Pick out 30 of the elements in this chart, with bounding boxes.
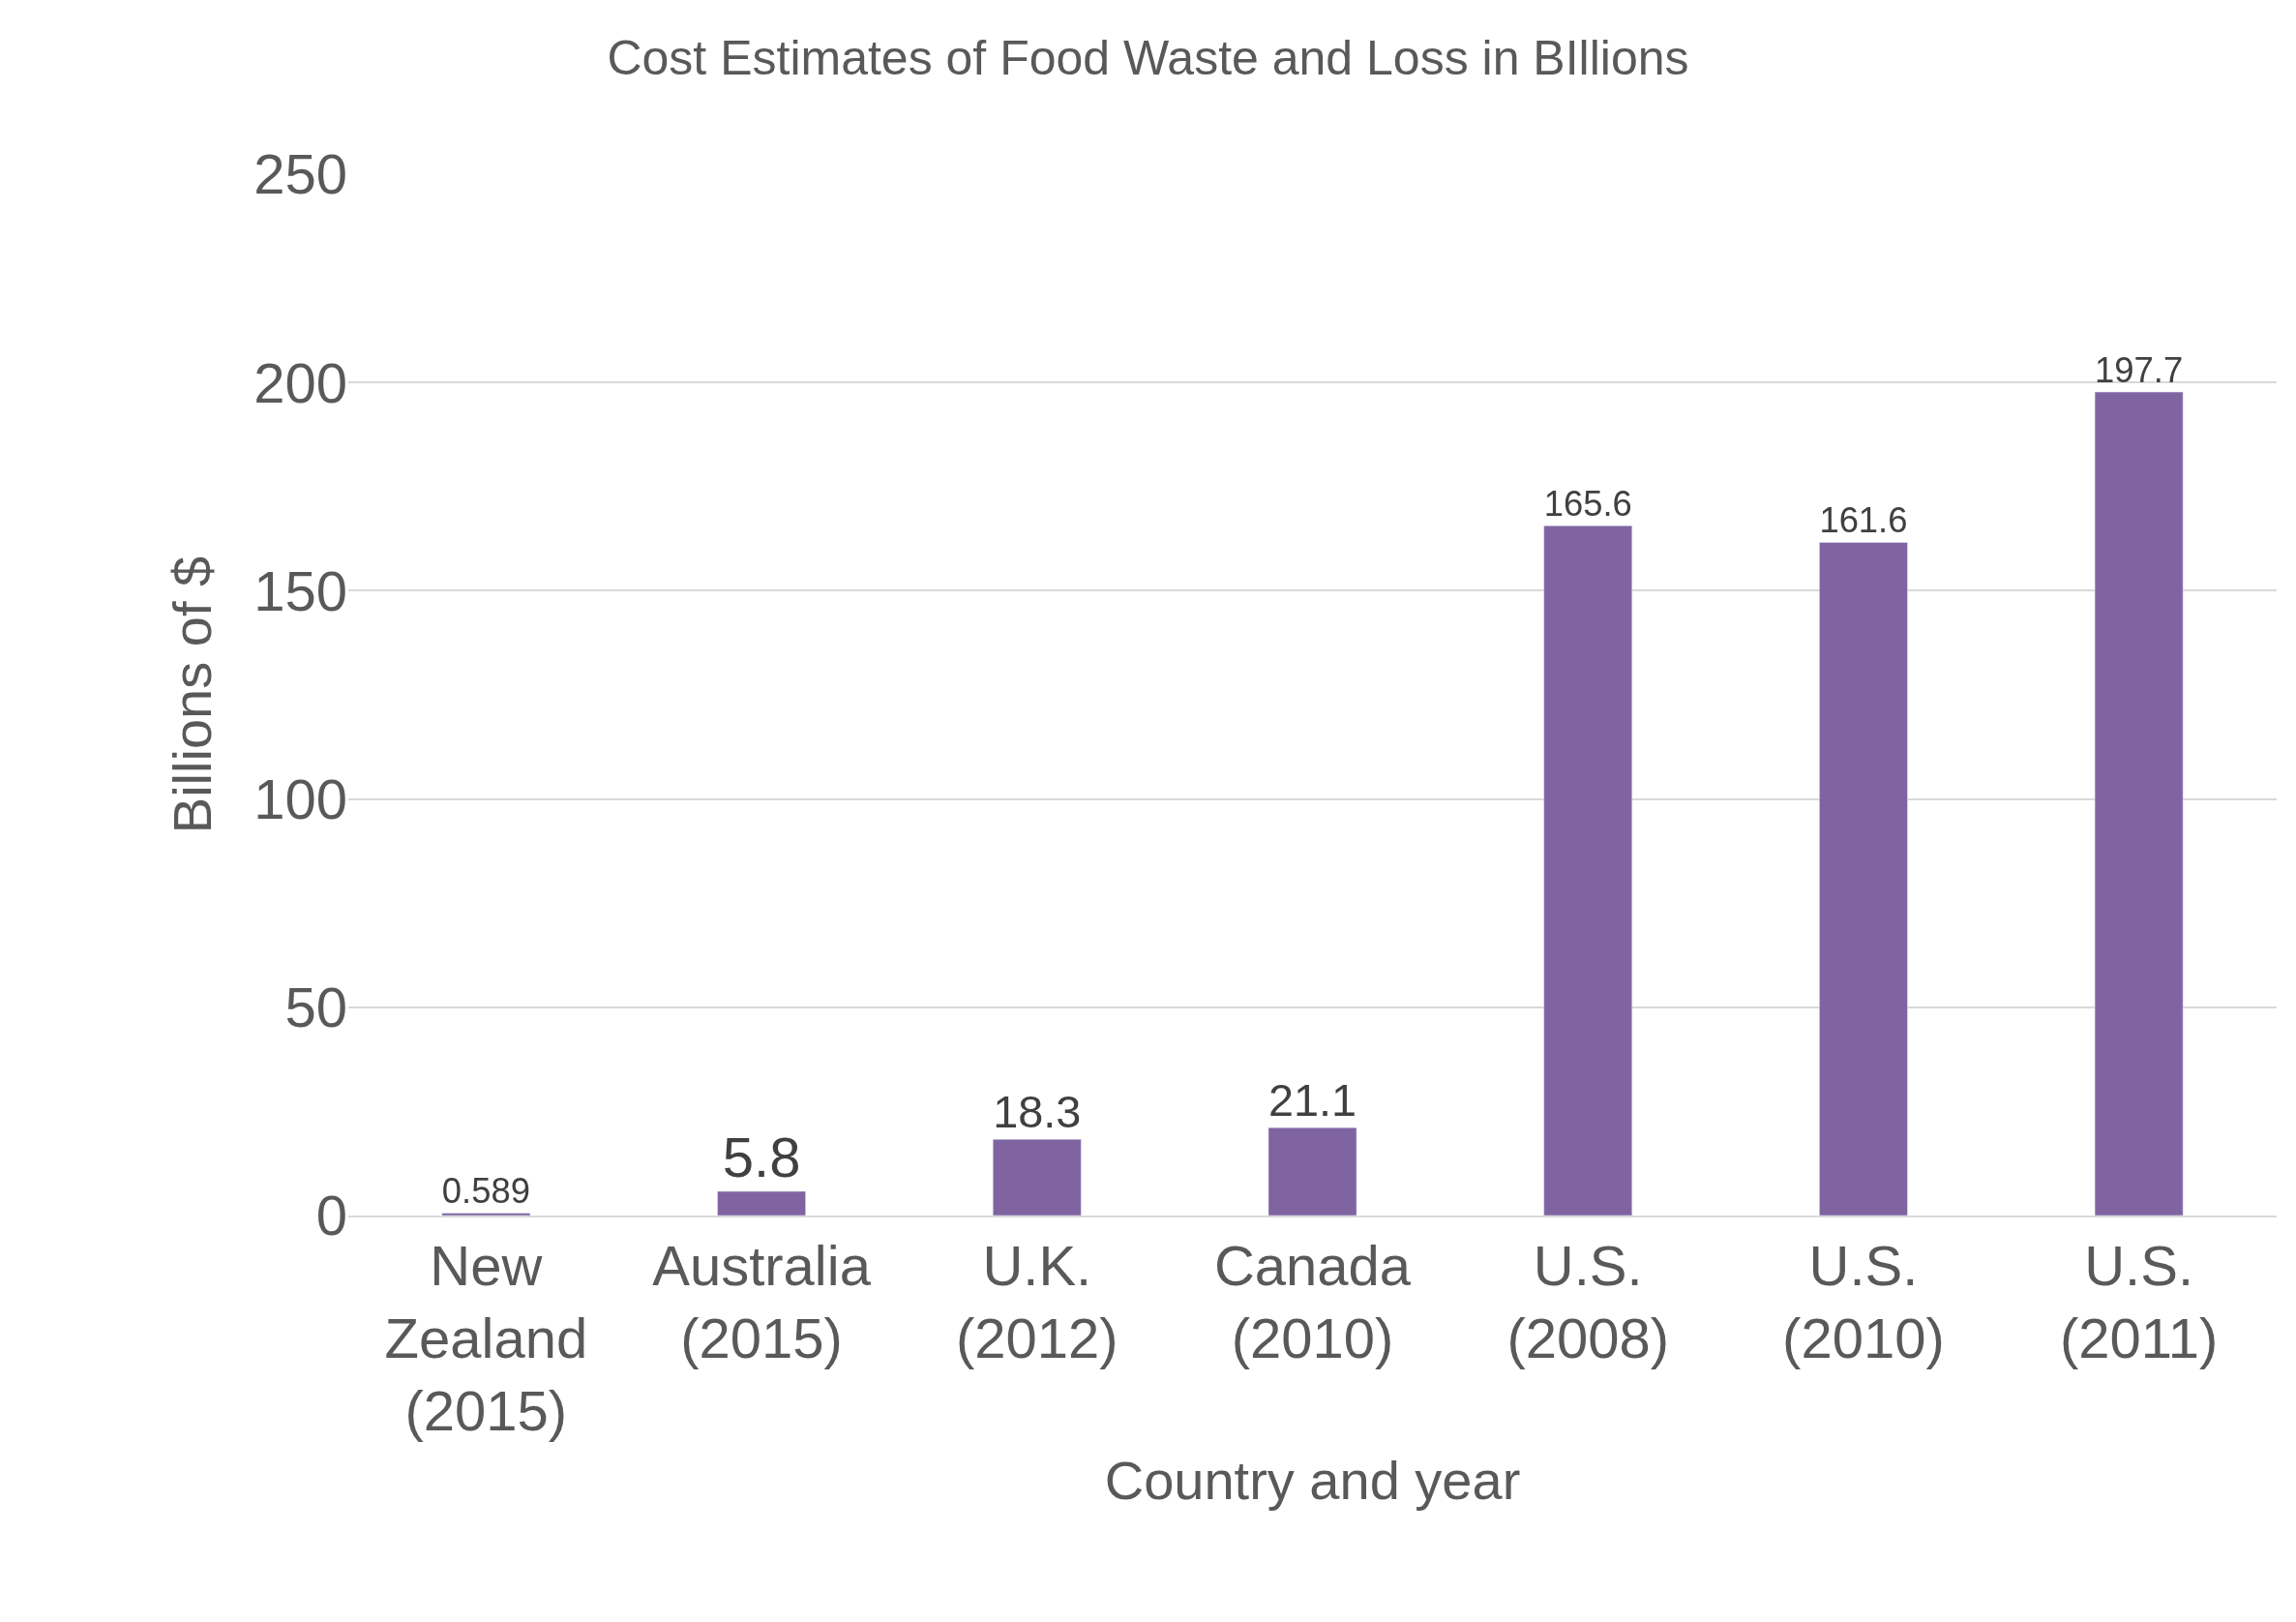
bar xyxy=(992,1138,1082,1216)
bar xyxy=(2094,391,2184,1216)
data-label: 197.7 xyxy=(2095,349,2184,390)
data-label: 5.8 xyxy=(722,1126,801,1189)
y-axis-title: Billions of $ xyxy=(162,556,224,834)
x-tick-label: Australia (2015) xyxy=(652,1233,872,1369)
y-tick-label: 0 xyxy=(315,1184,347,1247)
x-axis-title: Country and year xyxy=(1104,1449,1521,1511)
x-tick-label: New Zealand (2015) xyxy=(384,1233,588,1443)
bar xyxy=(1819,542,1908,1216)
data-label: 165.6 xyxy=(1543,483,1632,524)
x-tick-label: U.K. (2012) xyxy=(955,1233,1118,1369)
bar xyxy=(1543,526,1633,1216)
y-tick-label: 150 xyxy=(253,558,347,622)
y-tick-label: 100 xyxy=(253,766,347,830)
y-tick-label: 200 xyxy=(253,350,347,414)
x-tick-label: U.S. (2010) xyxy=(1782,1233,1945,1369)
x-tick-label: U.S. (2008) xyxy=(1506,1233,1670,1369)
chart-title: Cost Estimates of Food Waste and Loss in BIllions xyxy=(607,30,1689,85)
y-tick-label: 250 xyxy=(253,142,347,206)
data-label: 161.6 xyxy=(1819,499,1908,540)
x-tick-label: U.S. (2011) xyxy=(2059,1233,2219,1369)
data-label: 18.3 xyxy=(993,1086,1082,1137)
data-label: 21.1 xyxy=(1267,1074,1357,1126)
y-tick-label: 50 xyxy=(284,976,347,1039)
data-label: 0.589 xyxy=(441,1170,530,1211)
x-tick-label: Canada (2010) xyxy=(1213,1233,1412,1369)
bar xyxy=(717,1190,806,1216)
bar xyxy=(441,1213,531,1216)
bar xyxy=(1267,1126,1357,1216)
